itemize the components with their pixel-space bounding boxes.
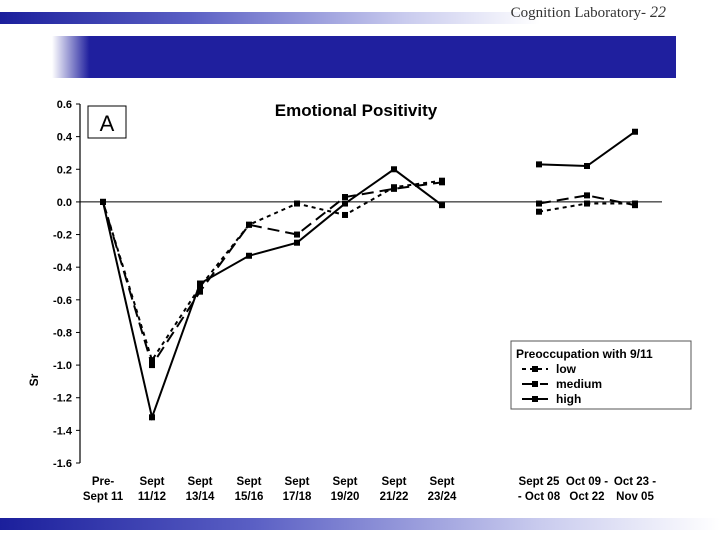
- data-point-high: [294, 239, 300, 246]
- data-point-high: [342, 200, 348, 207]
- bottom-accent-band: [0, 518, 720, 530]
- data-point-medium: [342, 194, 348, 201]
- data-point-medium: [536, 200, 542, 207]
- x-tick-label: 23/24: [428, 491, 457, 503]
- legend-marker-low: [532, 366, 538, 372]
- y-tick-label: -0.6: [53, 295, 72, 307]
- data-point-low: [294, 200, 300, 207]
- x-tick-label: 15/16: [235, 491, 264, 503]
- y-tick-label: -1.4: [53, 425, 73, 437]
- legend-marker-medium: [532, 381, 538, 387]
- series-line-high: [102, 168, 443, 421]
- y-tick-label: -0.8: [53, 327, 72, 339]
- y-tick-label: -1.2: [53, 393, 72, 405]
- data-point-medium: [149, 362, 155, 369]
- slide-label: Cognition Laboratory- 22: [511, 4, 666, 22]
- x-tick-label: Nov 05: [616, 491, 654, 503]
- y-tick-label: 0.6: [57, 99, 72, 111]
- data-point-medium: [584, 192, 590, 199]
- panel-label: A: [100, 111, 115, 136]
- x-tick-label: Sept 25: [519, 476, 561, 488]
- series-line-medium: [102, 181, 443, 368]
- title-bar: [52, 36, 676, 78]
- x-tick-labels: Pre- Sept 11 Sept 11/12 Sept 13/14 Sept 15/16 Se…: [83, 476, 656, 503]
- data-point-medium: [632, 202, 638, 209]
- data-point-medium: [391, 185, 397, 192]
- legend-label-high: high: [556, 392, 581, 406]
- x-tick-label: 21/22: [380, 491, 409, 503]
- slide-label-text: Cognition Laboratory-: [510, 5, 646, 21]
- legend-marker-high: [532, 396, 538, 402]
- data-point-low: [342, 211, 348, 218]
- data-point-high: [100, 198, 106, 205]
- x-tick-label: Sept 11: [83, 491, 124, 503]
- x-tick-label: Oct 09 -: [566, 476, 608, 488]
- data-point-high: [584, 163, 590, 170]
- x-tick-label: Sept: [140, 476, 165, 488]
- legend-box: [510, 340, 692, 410]
- x-tick-label: Oct 23 -: [614, 476, 656, 488]
- x-tick-label: 17/18: [283, 491, 312, 503]
- data-point-medium: [197, 288, 203, 295]
- data-point-high: [246, 252, 252, 259]
- data-point-medium: [294, 231, 300, 238]
- x-tick-label: Pre-: [92, 476, 115, 488]
- series-high: [100, 128, 638, 421]
- series-line-high: [538, 130, 636, 168]
- data-point-high: [632, 128, 638, 135]
- y-tick-label: 0.4: [57, 132, 73, 144]
- x-tick-label: Sept: [382, 476, 407, 488]
- data-point-medium: [246, 221, 252, 228]
- data-point-medium: [439, 179, 445, 186]
- x-tick-label: Sept: [333, 476, 358, 488]
- x-tick-label: Sept: [237, 476, 262, 488]
- series-line-medium: [538, 194, 636, 207]
- x-tick-label: Sept: [285, 476, 310, 488]
- data-point-high: [197, 280, 203, 287]
- x-tick-label: - Oct 08: [518, 491, 561, 503]
- y-tick-label: 0.2: [57, 164, 72, 176]
- data-point-low: [536, 208, 542, 215]
- series-medium: [100, 179, 638, 369]
- x-tick-label: Sept: [430, 476, 455, 488]
- y-tick-label: 0.0: [57, 197, 72, 209]
- series-line-low: [102, 179, 443, 363]
- y-tick-labels: 0.6 0.4 0.2 0.0 -0.2 -0.4 -0.6 -0.8 -1.0 -1.2 -1.4…: [53, 99, 73, 470]
- x-tick-label: 19/20: [331, 491, 360, 503]
- y-axis-label: Sr: [27, 373, 41, 386]
- data-point-high: [439, 202, 445, 209]
- chart-title: Emotional Positivity: [275, 101, 438, 120]
- x-tick-label: Oct 22: [569, 491, 604, 503]
- data-point-low: [197, 283, 203, 290]
- data-point-low: [584, 200, 590, 207]
- series-layer: [100, 128, 638, 421]
- x-tick-label: Sept: [188, 476, 213, 488]
- y-tick-label: -0.2: [53, 230, 72, 242]
- x-tick-label: 13/14: [186, 491, 215, 503]
- top-accent-band: [0, 12, 540, 24]
- x-tick-label: 11/12: [138, 491, 166, 503]
- data-point-high: [536, 161, 542, 168]
- panel-label-box: [87, 105, 127, 139]
- legend-label-medium: medium: [556, 377, 602, 391]
- y-tick-label: -1.0: [53, 360, 72, 372]
- data-point-high: [149, 414, 155, 421]
- y-tick-label: -1.6: [53, 458, 72, 470]
- data-point-low: [149, 357, 155, 364]
- slide-number: 22: [650, 4, 666, 21]
- legend-title: Preoccupation with 9/11: [516, 347, 653, 361]
- y-tick-label: -0.4: [53, 262, 73, 274]
- legend-label-low: low: [556, 362, 577, 376]
- data-point-high: [391, 166, 397, 173]
- y-axis-ticks: [76, 103, 80, 464]
